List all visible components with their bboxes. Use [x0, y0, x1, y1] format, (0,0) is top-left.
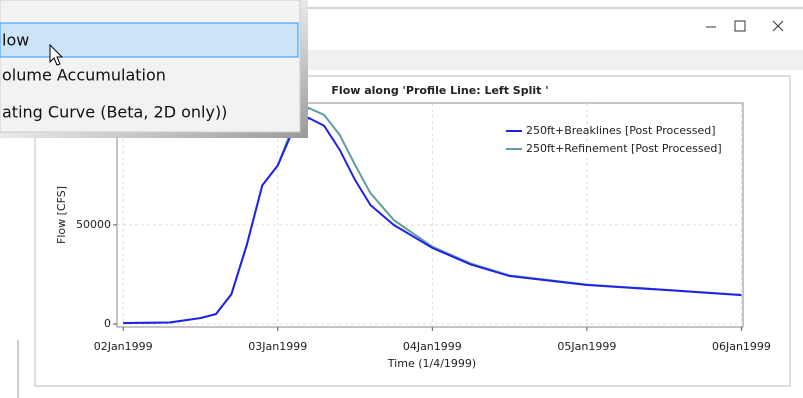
x-tick-label: 05Jan1999	[557, 340, 616, 353]
x-tick-label: 02Jan1999	[94, 340, 153, 353]
menu-item[interactable]: olume Accumulation	[2, 66, 166, 85]
context-menu: low olume Accumulation ating Curve (Beta…	[0, 0, 310, 140]
y-axis-label: Flow [CFS]	[55, 186, 68, 244]
menu-highlight	[0, 23, 298, 57]
x-tick-label: 04Jan1999	[403, 340, 462, 353]
y-tick-label: 50000	[76, 218, 111, 231]
y-tick-label: 0	[104, 317, 111, 330]
chart-title: Flow along 'Profile Line: Left Split '	[331, 84, 548, 97]
screen: Flow along 'Profile Line: Left Split ' F…	[0, 0, 803, 398]
legend-label: 250ft+Refinement [Post Processed]	[526, 142, 722, 155]
menu-item[interactable]: low	[2, 31, 29, 50]
x-tick-label: 03Jan1999	[248, 340, 307, 353]
x-axis-label: Time (1/4/1999)	[387, 357, 476, 370]
x-tick-label: 06Jan1999	[712, 340, 771, 353]
legend-label: 250ft+Breaklines [Post Processed]	[526, 124, 716, 137]
menu-item[interactable]: ating Curve (Beta, 2D only))	[2, 103, 227, 122]
